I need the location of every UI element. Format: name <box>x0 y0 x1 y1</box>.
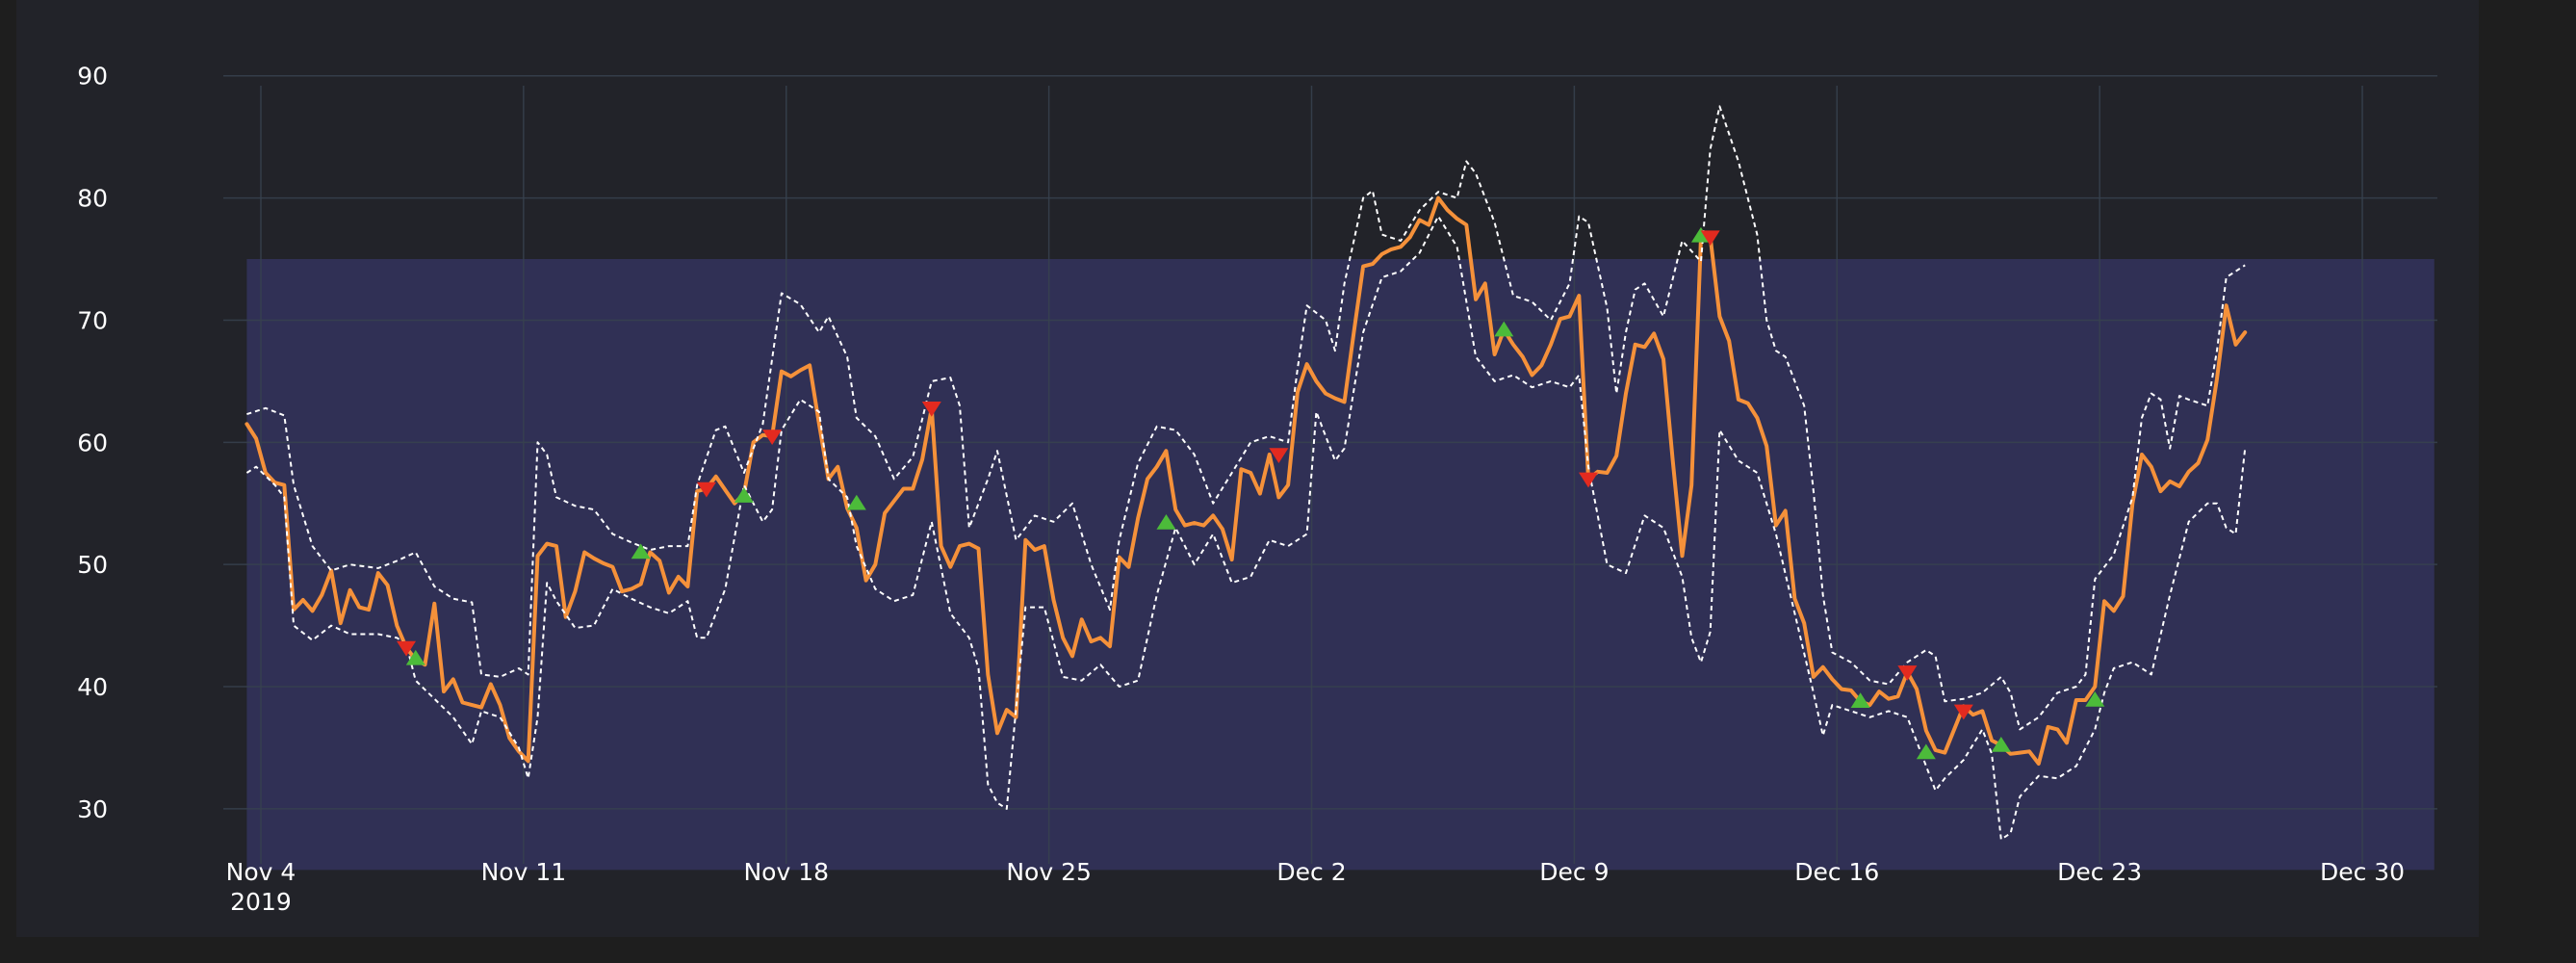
sell-signal-marker <box>921 402 941 417</box>
y-tick-label: 70 <box>77 306 108 334</box>
value-line <box>245 195 2248 766</box>
x-tick-label: Nov 4 <box>226 858 296 886</box>
buy-signal-marker <box>405 649 425 665</box>
x-tick-label: Dec 9 <box>1539 858 1609 886</box>
x-tick-label: Dec 23 <box>2057 858 2142 886</box>
buy-signal-marker <box>1156 514 1176 530</box>
lower-band-line <box>245 215 2247 841</box>
y-tick-label: 80 <box>77 185 108 213</box>
x-tick-label: Nov 11 <box>481 858 567 886</box>
y-tick-label: 50 <box>77 551 108 579</box>
sell-signal-marker <box>1700 230 1720 247</box>
y-tick-label: 30 <box>77 795 108 823</box>
series-layer <box>245 105 2248 841</box>
sell-signal-marker <box>1953 704 1973 720</box>
buy-signal-marker <box>1494 321 1514 337</box>
x-tick-label: Dec 2 <box>1276 858 1346 886</box>
buy-signal-marker <box>734 487 754 503</box>
y-tick-label: 90 <box>77 63 108 91</box>
grid-layer <box>223 74 2437 864</box>
sell-signal-marker <box>397 640 417 657</box>
x-tick-label: Dec 30 <box>2320 858 2405 886</box>
buy-signal-marker <box>631 543 651 560</box>
signal-marker-layer <box>397 226 2105 760</box>
buy-signal-marker <box>1916 743 1936 760</box>
sell-signal-marker <box>1579 472 1599 488</box>
sell-signal-marker <box>696 482 716 498</box>
upper-band-line <box>246 105 2246 731</box>
x-tick-label: Dec 16 <box>1794 858 1879 886</box>
y-tick-label: 60 <box>77 429 108 456</box>
x-tick-sublabel: 2019 <box>230 888 292 916</box>
buy-signal-marker <box>1991 736 2011 752</box>
buy-signal-marker <box>1690 226 1711 243</box>
sell-signal-marker <box>1897 665 1918 681</box>
buy-signal-marker <box>1850 692 1870 709</box>
x-tick-label: Nov 18 <box>743 858 829 886</box>
buy-signal-marker <box>2085 691 2105 707</box>
buy-signal-marker <box>846 494 866 510</box>
chart-background: 30 40 50 60 70 80 90 Nov 4 2019 Nov 11 Nov 18 Nov 2… <box>16 0 2479 937</box>
x-tick-label: Nov 25 <box>1006 858 1092 886</box>
y-tick-label: 40 <box>77 673 108 701</box>
sell-signal-marker <box>762 429 783 445</box>
sell-signal-marker <box>1269 448 1289 463</box>
